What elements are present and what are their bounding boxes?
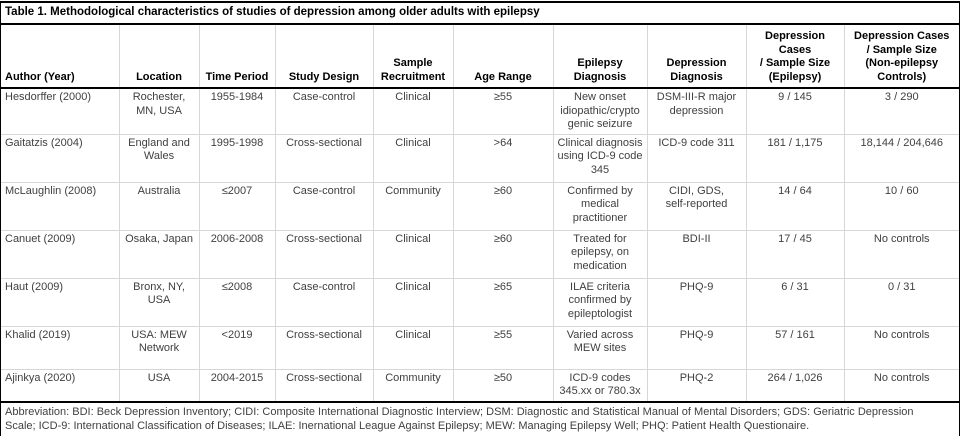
- table-title: Table 1. Methodological characteristics …: [1, 3, 959, 25]
- cell-time-period: 1955-1984: [198, 88, 275, 134]
- cell-sample-recruitment: Clinical: [372, 229, 453, 278]
- cell-author: Khalid (2019): [1, 325, 119, 369]
- table-row: Canuet (2009) Osaka, Japan 2006-2008 Cross-…: [1, 229, 959, 278]
- table-row: Haut (2009) Bronx, NY, USA ≤2008 Case-contr…: [1, 277, 959, 326]
- cell-location: Bronx, NY, USA: [118, 277, 199, 326]
- cell-author: McLaughlin (2008): [1, 181, 119, 230]
- cell-cases-controls: 0 / 31: [843, 277, 959, 326]
- table-row: Ajinkya (2020) USA 2004-2015 Cross-sectiona…: [1, 368, 959, 401]
- cell-study-design: Case-control: [274, 88, 373, 134]
- cell-cases-epilepsy: 9 / 145: [745, 88, 844, 134]
- cell-depression-diagnosis: PHQ-2: [646, 368, 746, 401]
- column-header-time-period: Time Period: [198, 25, 275, 89]
- cell-sample-recruitment: Clinical: [372, 277, 453, 326]
- cell-study-design: Cross-sectional: [274, 325, 373, 369]
- cell-epilepsy-diagnosis: ILAE criteria confirmed by epileptologis…: [552, 277, 647, 326]
- cell-time-period: ≤2007: [198, 181, 275, 230]
- cell-location: England and Wales: [118, 133, 199, 182]
- cell-cases-controls: No controls: [843, 325, 959, 369]
- cell-epilepsy-diagnosis: New onset idiopathic/crypto genic seizur…: [552, 88, 647, 134]
- cell-study-design: Cross-sectional: [274, 133, 373, 182]
- table-row: McLaughlin (2008) Australia ≤2007 Case-cont…: [1, 181, 959, 230]
- cell-cases-controls: 10 / 60: [843, 181, 959, 230]
- abbreviations-footnote: Abbreviation: BDI: Beck Depression Inven…: [1, 400, 959, 436]
- cell-age-range: ≥55: [452, 88, 553, 134]
- cell-depression-diagnosis: BDI-II: [646, 229, 746, 278]
- cell-author: Ajinkya (2020): [1, 368, 119, 401]
- cell-age-range: ≥55: [452, 325, 553, 369]
- cell-sample-recruitment: Clinical: [372, 133, 453, 182]
- cell-study-design: Cross-sectional: [274, 229, 373, 278]
- cell-sample-recruitment: Community: [372, 181, 453, 230]
- cell-author: Haut (2009): [1, 277, 119, 326]
- header-row: Author (Year) Location Time Period Study De…: [1, 25, 959, 89]
- cell-depression-diagnosis: ICD-9 code 311: [646, 133, 746, 182]
- footnote-line: Scale; ICD-9: International Classificati…: [5, 419, 810, 432]
- cell-epilepsy-diagnosis: ICD-9 codes 345.xx or 780.3x: [552, 368, 647, 401]
- cell-age-range: ≥65: [452, 277, 553, 326]
- cell-age-range: ≥60: [452, 181, 553, 230]
- cell-time-period: ≤2008: [198, 277, 275, 326]
- cell-time-period: 2004-2015: [198, 368, 275, 401]
- cell-time-period: 1995-1998: [198, 133, 275, 182]
- cell-author: Gaitatzis (2004): [1, 133, 119, 182]
- cell-location: Australia: [118, 181, 199, 230]
- cell-cases-epilepsy: 17 / 45: [745, 229, 844, 278]
- column-header-epilepsy-diagnosis: Epilepsy Diagnosis: [552, 25, 647, 89]
- column-header-study-design: Study Design: [274, 25, 373, 89]
- column-header-age-range: Age Range: [452, 25, 553, 89]
- cell-study-design: Case-control: [274, 181, 373, 230]
- cell-cases-controls: No controls: [843, 229, 959, 278]
- cell-time-period: 2006-2008: [198, 229, 275, 278]
- cell-author: Canuet (2009): [1, 229, 119, 278]
- cell-epilepsy-diagnosis: Treated for epilepsy, on medication: [552, 229, 647, 278]
- cell-cases-controls: 18,144 / 204,646: [843, 133, 959, 182]
- column-header-cases-controls: Depression Cases / Sample Size (Non-epil…: [843, 25, 959, 89]
- cell-study-design: Cross-sectional: [274, 368, 373, 401]
- cell-cases-epilepsy: 6 / 31: [745, 277, 844, 326]
- cell-location: Osaka, Japan: [118, 229, 199, 278]
- cell-sample-recruitment: Clinical: [372, 325, 453, 369]
- table-row: Khalid (2019) USA: MEW Network <2019 Cross-…: [1, 325, 959, 369]
- cell-cases-controls: No controls: [843, 368, 959, 401]
- table-row: Gaitatzis (2004) England and Wales 1995-19…: [1, 133, 959, 182]
- footnote-line: Abbreviation: BDI: Beck Depression Inven…: [5, 405, 914, 418]
- column-header-depression-diagnosis: Depression Diagnosis: [646, 25, 746, 89]
- cell-cases-epilepsy: 181 / 1,175: [745, 133, 844, 182]
- cell-depression-diagnosis: PHQ-9: [646, 277, 746, 326]
- cell-location: USA: MEW Network: [118, 325, 199, 369]
- cell-location: Rochester, MN, USA: [118, 88, 199, 134]
- cell-cases-epilepsy: 57 / 161: [745, 325, 844, 369]
- cell-age-range: ≥60: [452, 229, 553, 278]
- cell-depression-diagnosis: CIDI, GDS, self-reported: [646, 181, 746, 230]
- cell-cases-epilepsy: 14 / 64: [745, 181, 844, 230]
- cell-study-design: Case-control: [274, 277, 373, 326]
- cell-sample-recruitment: Clinical: [372, 88, 453, 134]
- column-header-cases-epilepsy: Depression Cases / Sample Size (Epilepsy…: [745, 25, 844, 89]
- table-row: Hesdorffer (2000) Rochester, MN, USA 1955-…: [1, 88, 959, 134]
- table-body: Hesdorffer (2000) Rochester, MN, USA 1955-…: [1, 88, 959, 401]
- cell-age-range: >64: [452, 133, 553, 182]
- cell-cases-epilepsy: 264 / 1,026: [745, 368, 844, 401]
- cell-time-period: <2019: [198, 325, 275, 369]
- column-header-author: Author (Year): [1, 25, 119, 89]
- cell-sample-recruitment: Community: [372, 368, 453, 401]
- cell-depression-diagnosis: PHQ-9: [646, 325, 746, 369]
- cell-age-range: ≥50: [452, 368, 553, 401]
- cell-depression-diagnosis: DSM-III-R major depression: [646, 88, 746, 134]
- cell-epilepsy-diagnosis: Clinical diagnosis using ICD-9 code 345: [552, 133, 647, 182]
- column-header-sample-recruitment: Sample Recruitment: [372, 25, 453, 89]
- cell-epilepsy-diagnosis: Varied across MEW sites: [552, 325, 647, 369]
- cell-cases-controls: 3 / 290: [843, 88, 959, 134]
- studies-table: Author (Year) Location Time Period Study De…: [1, 25, 959, 401]
- cell-location: USA: [118, 368, 199, 401]
- column-header-location: Location: [118, 25, 199, 89]
- cell-epilepsy-diagnosis: Confirmed by medical practitioner: [552, 181, 647, 230]
- cell-author: Hesdorffer (2000): [5, 91, 92, 103]
